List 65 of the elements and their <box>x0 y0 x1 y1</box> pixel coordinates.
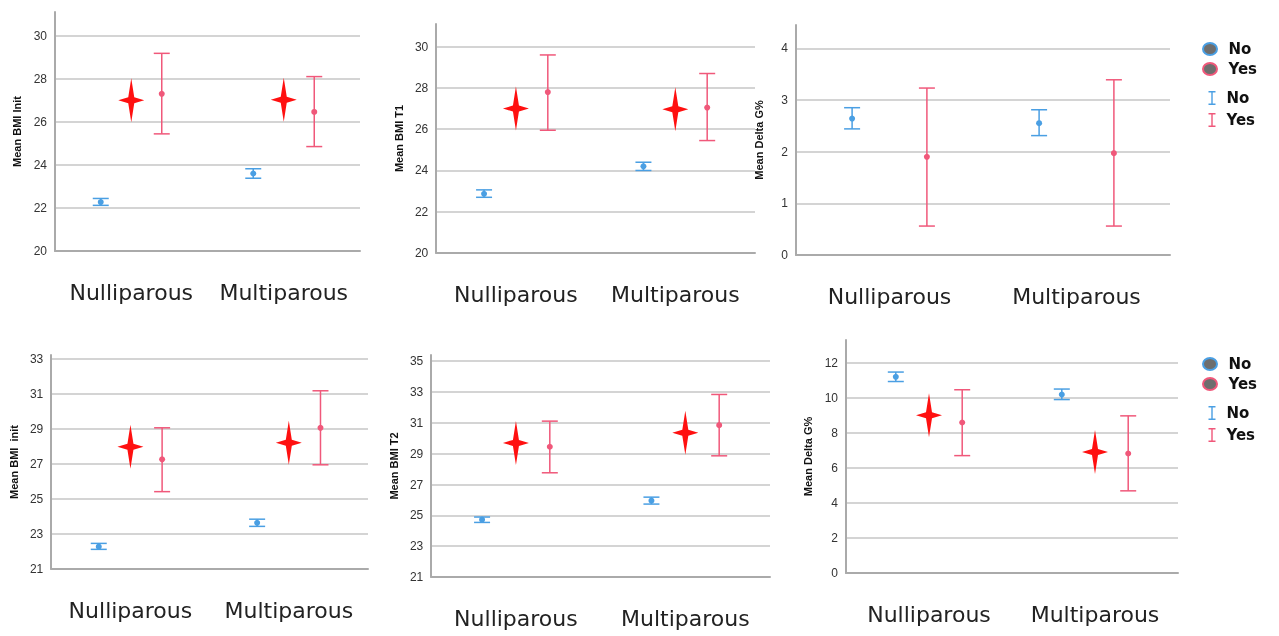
y-tick-label: 2 <box>831 530 839 545</box>
y-tick-label: 27 <box>409 477 424 492</box>
y-tick-label: 31 <box>29 386 44 401</box>
y-tick-label: 12 <box>824 355 839 370</box>
y-tick-label: 33 <box>29 351 44 366</box>
y-tick-label: 33 <box>409 385 424 399</box>
y-tick-label: 4 <box>831 495 839 510</box>
x-tick-label: Multiparous <box>224 597 354 623</box>
x-tick-label: Multiparous <box>1030 601 1160 627</box>
y-tick-label: 2 <box>781 144 789 159</box>
y-tick-label: 22 <box>414 204 429 219</box>
y-tick-label: 20 <box>33 244 48 258</box>
x-tick-label: Multiparous <box>219 279 349 305</box>
y-tick-label: 22 <box>33 200 48 215</box>
y-axis-title: Mean Delta G% <box>802 416 815 497</box>
y-tick-label: 23 <box>409 539 424 554</box>
x-tick-label: Nulliparous <box>867 601 991 627</box>
x-tick-label: Nulliparous <box>69 279 194 305</box>
y-tick-label: 10 <box>824 390 839 405</box>
y-tick-label: 0 <box>831 566 839 580</box>
legend-label: No <box>1226 89 1250 107</box>
y-tick-label: 30 <box>414 39 429 54</box>
y-axis-title: Mean BMI Init <box>11 95 24 167</box>
x-tick-label: Nulliparous <box>827 283 952 309</box>
y-tick-label: 8 <box>831 425 839 440</box>
y-axis-title: Mean Delta G% <box>752 100 765 180</box>
y-tick-label: 21 <box>29 562 44 576</box>
y-tick-label: 24 <box>414 163 429 178</box>
x-tick-label: Nulliparous <box>68 597 193 623</box>
y-tick-label: 28 <box>33 71 48 86</box>
y-tick-label: 26 <box>33 114 48 129</box>
x-tick-label: Multiparous <box>1012 283 1141 309</box>
y-tick-label: 25 <box>29 491 44 506</box>
legend-label: No <box>1226 404 1250 422</box>
y-tick-label: 27 <box>29 456 44 471</box>
text: No <box>1228 40 1252 58</box>
legend-label: Yes <box>1226 426 1255 444</box>
y-tick-label: 23 <box>29 526 44 541</box>
y-axis-title: Mean BMI init <box>7 424 20 499</box>
y-tick-label: 29 <box>409 446 424 461</box>
x-tick-label: Multiparous <box>620 605 750 631</box>
y-tick-label: 21 <box>409 570 424 584</box>
text: Yes <box>1228 375 1257 393</box>
y-tick-label: 26 <box>414 122 429 137</box>
legend-label: Yes <box>1226 111 1255 129</box>
y-tick-label: 24 <box>33 157 48 172</box>
y-tick-label: 0 <box>781 248 789 262</box>
y-axis-title: Mean BMI T2 <box>387 432 400 500</box>
y-tick-label: 4 <box>781 41 789 56</box>
y-tick-label: 30 <box>33 28 48 43</box>
x-tick-label: Nulliparous <box>454 605 578 631</box>
y-tick-label: 31 <box>409 415 424 430</box>
y-tick-label: 1 <box>781 196 789 211</box>
y-tick-label: 3 <box>781 92 789 107</box>
text: No <box>1228 355 1252 373</box>
y-tick-label: 20 <box>414 246 429 260</box>
y-tick-label: 29 <box>29 421 44 436</box>
y-tick-label: 35 <box>409 354 424 369</box>
y-axis-title: Mean BMI T1 <box>392 104 405 173</box>
y-tick-label: 6 <box>831 460 839 475</box>
text: Yes <box>1228 60 1257 78</box>
x-tick-label: Multiparous <box>610 281 740 307</box>
x-tick-label: Nulliparous <box>454 281 578 307</box>
y-tick-label: 28 <box>414 80 429 95</box>
y-tick-label: 25 <box>409 508 424 523</box>
